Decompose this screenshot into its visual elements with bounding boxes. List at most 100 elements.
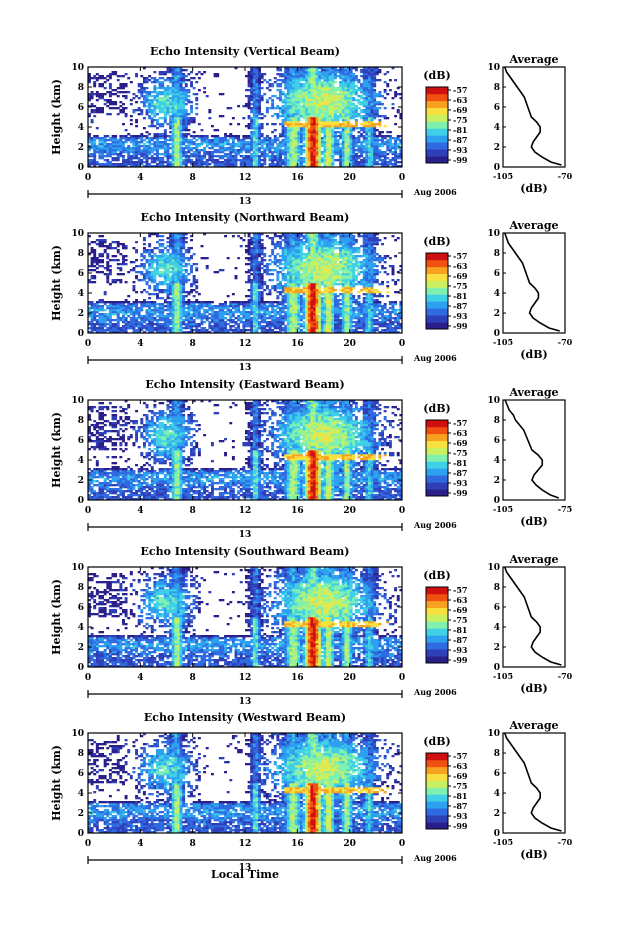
heatmap-cell bbox=[284, 71, 288, 74]
heatmap-cell bbox=[119, 155, 123, 158]
heatmap-cell bbox=[315, 121, 319, 124]
heatmap-cell bbox=[127, 157, 131, 160]
heatmap-cell bbox=[247, 135, 251, 138]
heatmap-cell bbox=[294, 143, 298, 146]
heatmap-cell bbox=[315, 91, 319, 94]
heatmap-cell bbox=[184, 263, 188, 266]
heatmap-cell bbox=[179, 291, 183, 294]
heatmap-cell bbox=[352, 143, 356, 146]
heatmap-cell bbox=[347, 103, 350, 106]
heatmap-cell bbox=[315, 127, 319, 130]
heatmap-cell bbox=[161, 153, 165, 156]
heatmap-cell bbox=[98, 143, 102, 146]
heatmap-cell bbox=[271, 131, 275, 134]
heatmap-cell bbox=[195, 157, 199, 160]
heatmap-cell bbox=[176, 141, 180, 144]
heatmap-cell bbox=[197, 77, 201, 80]
heatmap-cell bbox=[302, 125, 306, 128]
heatmap-cell bbox=[182, 81, 186, 84]
heatmap-cell bbox=[276, 163, 280, 166]
heatmap-cell bbox=[176, 121, 180, 124]
heatmap-cell bbox=[258, 81, 261, 84]
heatmap-cell bbox=[396, 153, 400, 156]
heatmap-cell bbox=[375, 73, 379, 76]
heatmap-cell bbox=[294, 117, 298, 120]
heatmap-cell bbox=[347, 157, 350, 160]
heatmap-cell bbox=[90, 323, 94, 326]
heatmap-cell bbox=[320, 75, 324, 78]
heatmap-cell bbox=[331, 155, 335, 158]
heatmap-cell bbox=[119, 87, 123, 90]
heatmap-cell bbox=[142, 103, 146, 106]
heatmap-cells bbox=[88, 233, 403, 334]
heatmap-cell bbox=[127, 145, 131, 148]
heatmap-cell bbox=[124, 97, 128, 100]
heatmap-cell bbox=[171, 321, 175, 324]
heatmap-cell bbox=[197, 159, 201, 162]
heatmap-cell bbox=[349, 123, 353, 126]
heatmap-cell bbox=[326, 141, 330, 144]
heatmap-cell bbox=[142, 149, 146, 152]
heatmap-cell bbox=[302, 117, 306, 120]
heatmap-cell bbox=[323, 119, 327, 122]
heatmap-cell bbox=[156, 159, 159, 162]
heatmap-cell bbox=[347, 97, 350, 100]
heatmap-cell bbox=[331, 85, 335, 88]
heatmap-cell bbox=[195, 269, 199, 272]
heatmap-cell bbox=[148, 321, 152, 324]
heatmap-cell bbox=[145, 79, 149, 82]
heatmap-cell bbox=[299, 153, 303, 156]
heatmap-cell bbox=[289, 111, 293, 114]
heatmap-cell bbox=[318, 159, 322, 162]
heatmap-cell bbox=[176, 259, 180, 262]
heatmap-cell bbox=[258, 73, 261, 76]
heatmap-cell bbox=[166, 307, 170, 310]
heatmap-cell bbox=[367, 73, 371, 76]
heatmap-cell bbox=[169, 329, 173, 332]
heatmap-cell bbox=[289, 77, 293, 80]
heatmap-cell bbox=[331, 151, 335, 154]
heatmap-cell bbox=[279, 135, 282, 138]
heatmap-cell bbox=[323, 83, 327, 86]
heatmap-cell bbox=[352, 125, 356, 128]
heatmap-cell bbox=[297, 109, 301, 112]
heatmap-cell bbox=[140, 325, 144, 328]
heatmap-cell bbox=[224, 135, 227, 138]
heatmap-cell bbox=[174, 291, 178, 294]
heatmap-cell bbox=[383, 117, 387, 120]
heatmap-cell bbox=[213, 143, 217, 146]
heatmap-cell bbox=[247, 95, 251, 98]
heatmap-cell bbox=[169, 247, 173, 250]
heatmap-cell bbox=[166, 93, 170, 96]
heatmap-cell bbox=[103, 303, 107, 306]
heatmap-cell bbox=[135, 109, 139, 112]
heatmap-cell bbox=[373, 83, 377, 86]
heatmap-cell bbox=[140, 111, 144, 114]
heatmap-cell bbox=[179, 279, 183, 282]
heatmap-cell bbox=[375, 95, 379, 98]
heatmap-cell bbox=[116, 331, 120, 334]
heatmap-cell bbox=[399, 97, 403, 100]
heatmap-cell bbox=[302, 157, 306, 160]
heatmap-cell bbox=[111, 301, 115, 304]
heatmap-cell bbox=[216, 163, 220, 166]
heatmap-cell bbox=[163, 135, 167, 138]
heatmap-cell bbox=[163, 95, 167, 98]
heatmap-cell bbox=[367, 105, 371, 108]
heatmap-cell bbox=[116, 329, 120, 332]
heatmap-cell bbox=[378, 101, 382, 104]
heatmap-cell bbox=[116, 267, 120, 270]
heatmap-cell bbox=[302, 111, 306, 114]
heatmap-cell bbox=[224, 161, 227, 164]
heatmap-cell bbox=[362, 149, 366, 152]
heatmap-cell bbox=[145, 305, 149, 308]
heatmap-cell bbox=[179, 311, 183, 314]
heatmap-cell bbox=[299, 165, 303, 168]
heatmap-cell bbox=[239, 161, 243, 164]
heatmap-cell bbox=[150, 267, 154, 270]
heatmap-cell bbox=[163, 283, 167, 286]
heatmap-cell bbox=[184, 237, 188, 240]
heatmap-cell bbox=[310, 105, 314, 108]
heatmap-cell bbox=[108, 271, 112, 274]
heatmap-cell bbox=[111, 89, 115, 92]
